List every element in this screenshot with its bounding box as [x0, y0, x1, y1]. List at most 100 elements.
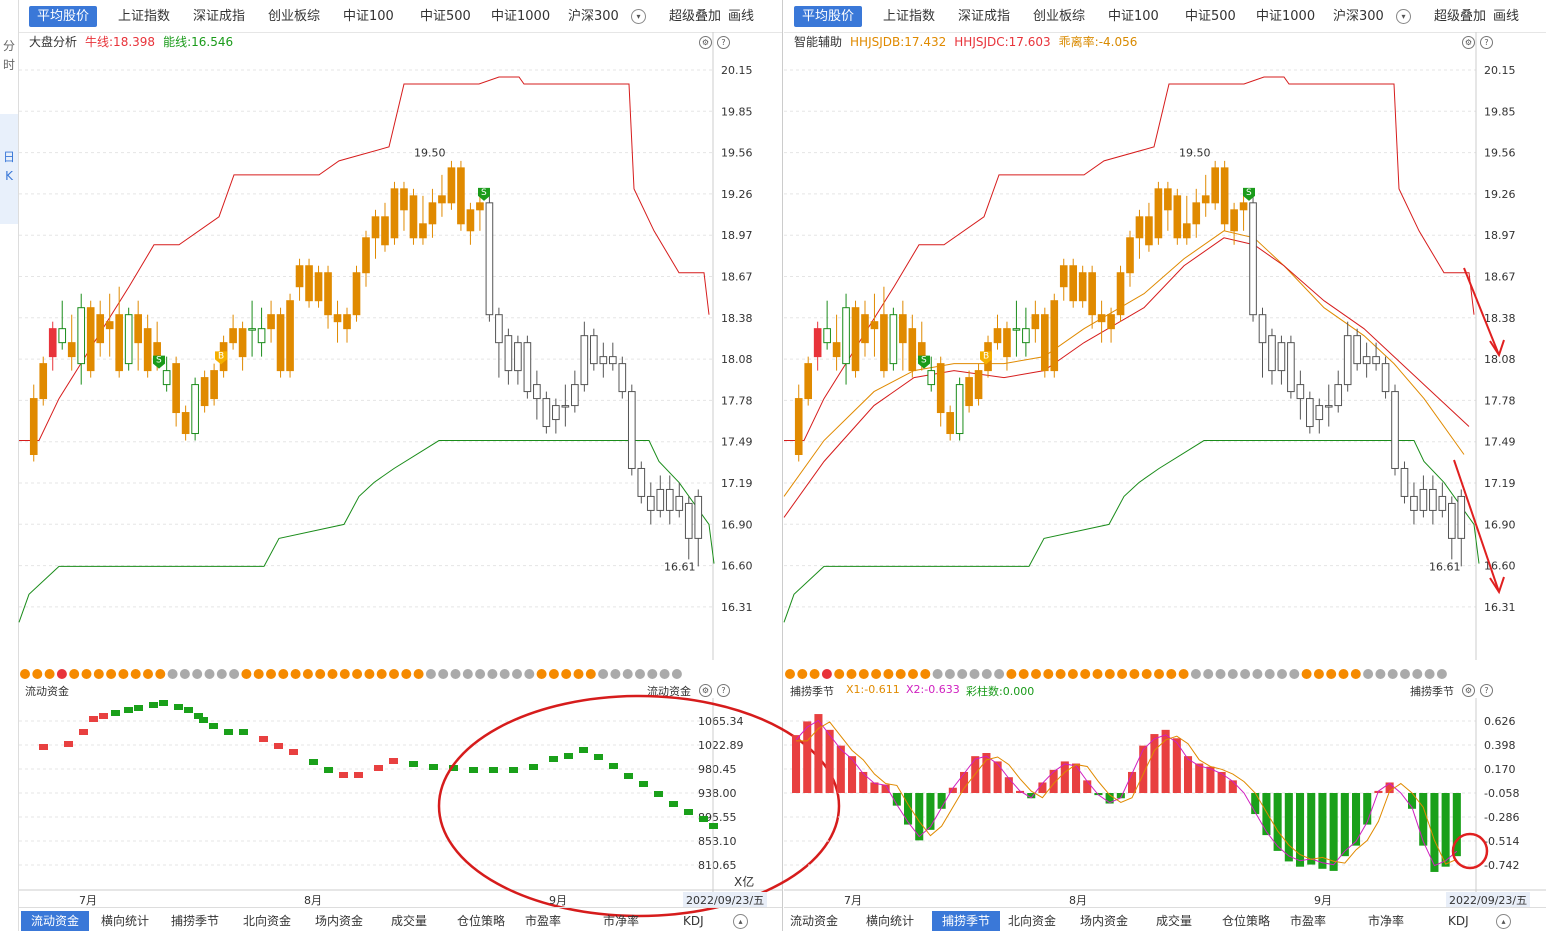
- candle[interactable]: [842, 293, 850, 385]
- left-sub-title-right[interactable]: 流动资金: [647, 685, 691, 698]
- sell-signal-icon[interactable]: S: [918, 355, 930, 369]
- candle[interactable]: [675, 482, 684, 518]
- candle[interactable]: [495, 307, 503, 378]
- candle[interactable]: [476, 195, 484, 231]
- candle[interactable]: [993, 314, 1002, 350]
- left-tab-7[interactable]: 沪深300: [568, 9, 619, 24]
- right-tab-1[interactable]: 上证指数: [883, 9, 936, 24]
- candle[interactable]: [200, 370, 209, 413]
- left-bottom-tab-1[interactable]: 横向统计: [101, 914, 150, 928]
- right-overlay-button[interactable]: 超级叠加: [1434, 9, 1487, 24]
- candle[interactable]: [1353, 328, 1361, 371]
- settings-icon[interactable]: ⚙: [1462, 684, 1475, 697]
- candle[interactable]: [523, 335, 532, 399]
- candle[interactable]: [485, 195, 494, 322]
- candle[interactable]: [646, 482, 655, 525]
- right-tab-0[interactable]: 平均股价: [794, 6, 863, 27]
- candle[interactable]: [813, 321, 822, 371]
- help-icon[interactable]: ?: [717, 684, 730, 697]
- candle[interactable]: [390, 181, 399, 245]
- right-tab-6[interactable]: 中证1000: [1256, 9, 1316, 24]
- candle[interactable]: [608, 342, 617, 371]
- candle[interactable]: [362, 230, 370, 287]
- sidebar-tab-dayk[interactable]: 日 K: [0, 114, 18, 224]
- candle[interactable]: [794, 384, 803, 462]
- candle[interactable]: [861, 300, 869, 357]
- candle[interactable]: [1381, 356, 1390, 399]
- sidebar-tab-shi[interactable]: 时: [2, 58, 15, 72]
- candle[interactable]: [1031, 300, 1040, 343]
- candle[interactable]: [514, 335, 522, 385]
- candle[interactable]: [590, 328, 598, 371]
- candle[interactable]: [115, 286, 124, 378]
- left-overlay-button[interactable]: 超级叠加: [669, 9, 722, 24]
- left-bottom-tab-5[interactable]: 成交量: [391, 914, 428, 928]
- candle[interactable]: [1230, 202, 1238, 245]
- right-tab-5[interactable]: 中证500: [1185, 9, 1236, 24]
- buy-signal-icon[interactable]: B: [980, 351, 992, 365]
- candle[interactable]: [1078, 265, 1087, 308]
- right-sub-chart[interactable]: 0.626 0.398 0.170 -0.058 -0.286 -0.514 -0.742 7…: [784, 698, 1546, 908]
- settings-icon[interactable]: ⚙: [1462, 36, 1475, 49]
- sell-signal-icon[interactable]: S: [153, 355, 165, 369]
- left-bottom-tab-6[interactable]: 仓位策略: [457, 914, 506, 928]
- right-sub-title-right[interactable]: 捕捞季节: [1410, 685, 1454, 698]
- candle[interactable]: [1145, 202, 1153, 252]
- candle[interactable]: [1268, 328, 1276, 385]
- sell-signal-icon[interactable]: S: [1243, 187, 1255, 201]
- right-bottom-tab-4[interactable]: 场内资金: [1080, 914, 1129, 928]
- candle[interactable]: [1164, 181, 1172, 231]
- candle[interactable]: [1211, 160, 1219, 210]
- candle[interactable]: [1050, 293, 1059, 378]
- right-bottom-tab-2[interactable]: 捕捞季节: [932, 911, 1001, 931]
- candle[interactable]: [1239, 195, 1248, 231]
- candle[interactable]: [1391, 384, 1399, 476]
- candle[interactable]: [134, 300, 142, 371]
- candle[interactable]: [447, 160, 456, 210]
- right-tab-3[interactable]: 创业板综: [1033, 9, 1086, 24]
- candle[interactable]: [504, 328, 513, 385]
- right-price-chart[interactable]: 20.15 19.85 19.56 19.26 18.97 18.67 18.38 18.08…: [783, 0, 1546, 660]
- left-bottom-tab-8[interactable]: 市净率: [603, 914, 640, 928]
- candle[interactable]: [1003, 321, 1011, 371]
- candle[interactable]: [899, 300, 907, 371]
- candle[interactable]: [823, 300, 831, 350]
- candle[interactable]: [599, 342, 608, 378]
- candle[interactable]: [1362, 342, 1371, 378]
- help-icon[interactable]: ?: [1480, 36, 1493, 49]
- candle[interactable]: [419, 195, 427, 245]
- candle[interactable]: [946, 405, 954, 441]
- candle[interactable]: [1287, 335, 1295, 399]
- candle[interactable]: [1324, 384, 1333, 427]
- candle[interactable]: [1372, 342, 1380, 371]
- candle[interactable]: [48, 321, 57, 371]
- candle[interactable]: [466, 202, 475, 245]
- indicator-name[interactable]: 智能辅助: [794, 35, 843, 49]
- candle[interactable]: [295, 258, 304, 301]
- left-bottom-tab-0[interactable]: 流动资金: [21, 911, 90, 931]
- right-bottom-tab-7[interactable]: 市盈率: [1290, 914, 1327, 928]
- candle[interactable]: [343, 307, 351, 343]
- candle[interactable]: [1249, 195, 1257, 322]
- candle[interactable]: [927, 356, 936, 392]
- dropdown-icon[interactable]: ▾: [1396, 9, 1411, 24]
- candle[interactable]: [637, 461, 646, 504]
- help-icon[interactable]: ?: [717, 36, 730, 49]
- candle[interactable]: [1154, 181, 1163, 245]
- candle[interactable]: [371, 209, 380, 259]
- candle[interactable]: [974, 363, 983, 406]
- candle[interactable]: [1220, 160, 1229, 231]
- candle[interactable]: [86, 300, 95, 378]
- sidebar-tab-fen[interactable]: 分: [2, 39, 15, 53]
- settings-icon[interactable]: ⚙: [699, 684, 712, 697]
- candle[interactable]: [210, 363, 218, 406]
- candle[interactable]: [457, 160, 465, 231]
- left-tab-4[interactable]: 中证100: [343, 9, 394, 24]
- candle[interactable]: [870, 293, 879, 357]
- candle[interactable]: [1410, 482, 1418, 525]
- candle[interactable]: [333, 300, 342, 343]
- candle[interactable]: [1126, 230, 1134, 287]
- candle[interactable]: [618, 356, 627, 399]
- candle[interactable]: [1258, 307, 1267, 378]
- candle[interactable]: [1059, 258, 1068, 301]
